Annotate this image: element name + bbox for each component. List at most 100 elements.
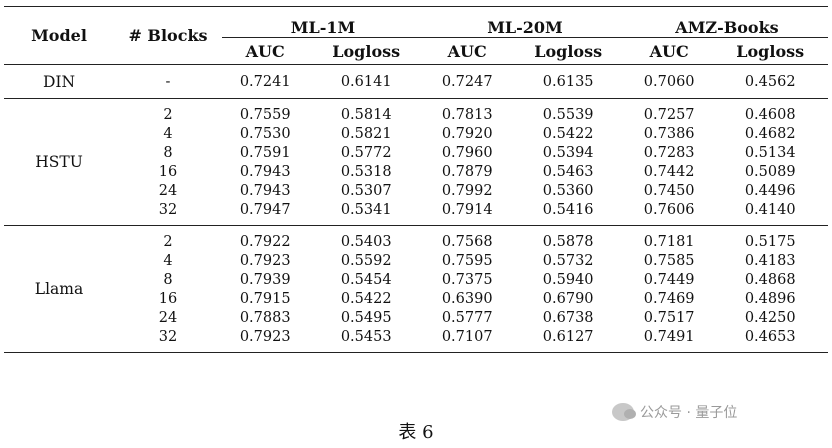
value-cell: 0.7939 bbox=[239, 271, 291, 288]
value-cell: 0.5814 bbox=[340, 106, 392, 123]
value-cell: 0.7530 bbox=[239, 125, 291, 142]
table-row: 8 0.7591 0.5772 0.7960 0.5394 0.7283 0.5… bbox=[4, 143, 828, 162]
value-cell: 0.5878 bbox=[542, 233, 594, 250]
table-row: 24 0.7943 0.5307 0.7992 0.5360 0.7450 0.… bbox=[4, 181, 828, 200]
value-cell: 0.5539 bbox=[542, 106, 594, 123]
value-cell: 0.7947 bbox=[239, 201, 291, 218]
value-cell: 0.7442 bbox=[643, 163, 695, 180]
watermark: 公众号 · 量子位 bbox=[612, 402, 737, 422]
watermark-text: 公众号 · 量子位 bbox=[640, 405, 738, 421]
results-table-container: Model # Blocks ML-1M ML-20M AMZ-Books AU… bbox=[4, 6, 828, 353]
value-cell: 0.7992 bbox=[441, 182, 493, 199]
value-cell: 0.4868 bbox=[744, 271, 796, 288]
value-cell: 0.7943 bbox=[239, 163, 291, 180]
value-cell: 0.4496 bbox=[744, 182, 796, 199]
results-table: Model # Blocks ML-1M ML-20M AMZ-Books AU… bbox=[4, 6, 828, 353]
value-cell: 0.4896 bbox=[744, 290, 796, 307]
header-blocks: # Blocks bbox=[128, 26, 208, 45]
value-cell: 0.4608 bbox=[744, 106, 796, 123]
value-cell: 0.7107 bbox=[441, 328, 493, 345]
value-cell: 0.6738 bbox=[542, 309, 594, 326]
value-cell: 0.6790 bbox=[542, 290, 594, 307]
value-cell: 0.7883 bbox=[239, 309, 291, 326]
value-cell: 0.5089 bbox=[744, 163, 796, 180]
value-cell: 0.6127 bbox=[542, 328, 594, 345]
model-name: DIN bbox=[42, 72, 76, 91]
value-cell: 0.7922 bbox=[239, 233, 291, 250]
value-cell: 0.7469 bbox=[643, 290, 695, 307]
table-row: 16 0.7915 0.5422 0.6390 0.6790 0.7469 0.… bbox=[4, 289, 828, 308]
value-cell: 0.5495 bbox=[340, 309, 392, 326]
value-cell: 0.7247 bbox=[441, 73, 493, 90]
blocks-cell: 16 bbox=[158, 163, 178, 180]
value-cell: 0.5403 bbox=[340, 233, 392, 250]
blocks-cell: 2 bbox=[163, 233, 173, 250]
value-cell: 0.5777 bbox=[441, 309, 493, 326]
value-cell: 0.5175 bbox=[744, 233, 796, 250]
header-group-ml1m: ML-1M bbox=[222, 6, 424, 38]
header-metric-logloss: Logloss bbox=[332, 41, 401, 61]
value-cell: 0.5422 bbox=[340, 290, 392, 307]
value-cell: 0.7450 bbox=[643, 182, 695, 199]
blocks-cell: 8 bbox=[163, 144, 173, 161]
value-cell: 0.7923 bbox=[239, 328, 291, 345]
blocks-cell: 8 bbox=[163, 271, 173, 288]
table-row: 16 0.7943 0.5318 0.7879 0.5463 0.7442 0.… bbox=[4, 162, 828, 181]
header-metric-auc: AUC bbox=[447, 41, 487, 61]
value-cell: 0.5940 bbox=[542, 271, 594, 288]
table-row: 32 0.7923 0.5453 0.7107 0.6127 0.7491 0.… bbox=[4, 327, 828, 346]
value-cell: 0.6135 bbox=[542, 73, 594, 90]
value-cell: 0.7386 bbox=[643, 125, 695, 142]
blocks-cell: 4 bbox=[163, 125, 173, 142]
value-cell: 0.7914 bbox=[441, 201, 493, 218]
value-cell: 0.5732 bbox=[542, 252, 594, 269]
blocks-cell: 16 bbox=[158, 290, 178, 307]
header-metric-auc: AUC bbox=[649, 41, 689, 61]
value-cell: 0.5394 bbox=[542, 144, 594, 161]
value-cell: 0.4653 bbox=[744, 328, 796, 345]
blocks-cell: 4 bbox=[163, 252, 173, 269]
table-row: DIN - 0.7241 0.6141 0.7247 0.6135 0.7060… bbox=[4, 64, 828, 99]
value-cell: 0.4250 bbox=[744, 309, 796, 326]
value-cell: 0.5416 bbox=[542, 201, 594, 218]
value-cell: 0.7283 bbox=[643, 144, 695, 161]
table-row: Llama 2 0.7922 0.5403 0.7568 0.5878 0.71… bbox=[4, 232, 828, 299]
value-cell: 0.7060 bbox=[643, 73, 695, 90]
value-cell: 0.7585 bbox=[643, 252, 695, 269]
blocks-cell: - bbox=[165, 73, 171, 90]
value-cell: 0.4140 bbox=[744, 201, 796, 218]
value-cell: 0.5360 bbox=[542, 182, 594, 199]
value-cell: 0.5318 bbox=[340, 163, 392, 180]
value-cell: 0.7491 bbox=[643, 328, 695, 345]
value-cell: 0.6141 bbox=[340, 73, 392, 90]
value-cell: 0.7591 bbox=[239, 144, 291, 161]
value-cell: 0.7813 bbox=[441, 106, 493, 123]
value-cell: 0.7181 bbox=[643, 233, 695, 250]
value-cell: 0.5422 bbox=[542, 125, 594, 142]
value-cell: 0.7375 bbox=[441, 271, 493, 288]
value-cell: 0.7606 bbox=[643, 201, 695, 218]
value-cell: 0.5821 bbox=[340, 125, 392, 142]
value-cell: 0.7943 bbox=[239, 182, 291, 199]
value-cell: 0.4562 bbox=[744, 73, 796, 90]
value-cell: 0.7568 bbox=[441, 233, 493, 250]
value-cell: 0.7915 bbox=[239, 290, 291, 307]
header-model: Model bbox=[31, 26, 87, 45]
table-row: 24 0.7883 0.5495 0.5777 0.6738 0.7517 0.… bbox=[4, 308, 828, 327]
value-cell: 0.7879 bbox=[441, 163, 493, 180]
value-cell: 0.7257 bbox=[643, 106, 695, 123]
table-caption: 表 6 bbox=[398, 422, 434, 443]
value-cell: 0.5454 bbox=[340, 271, 392, 288]
value-cell: 0.5772 bbox=[340, 144, 392, 161]
blocks-cell: 24 bbox=[158, 309, 178, 326]
value-cell: 0.5134 bbox=[744, 144, 796, 161]
blocks-cell: 24 bbox=[158, 182, 178, 199]
table-body: DIN - 0.7241 0.6141 0.7247 0.6135 0.7060… bbox=[4, 64, 828, 353]
value-cell: 0.5341 bbox=[340, 201, 392, 218]
value-cell: 0.5463 bbox=[542, 163, 594, 180]
table-row: 32 0.7947 0.5341 0.7914 0.5416 0.7606 0.… bbox=[4, 200, 828, 219]
value-cell: 0.7449 bbox=[643, 271, 695, 288]
blocks-cell: 32 bbox=[158, 201, 178, 218]
table-row: 4 0.7923 0.5592 0.7595 0.5732 0.7585 0.4… bbox=[4, 251, 828, 270]
table-row: HSTU 2 0.7559 0.5814 0.7813 0.5539 0.725… bbox=[4, 105, 828, 172]
